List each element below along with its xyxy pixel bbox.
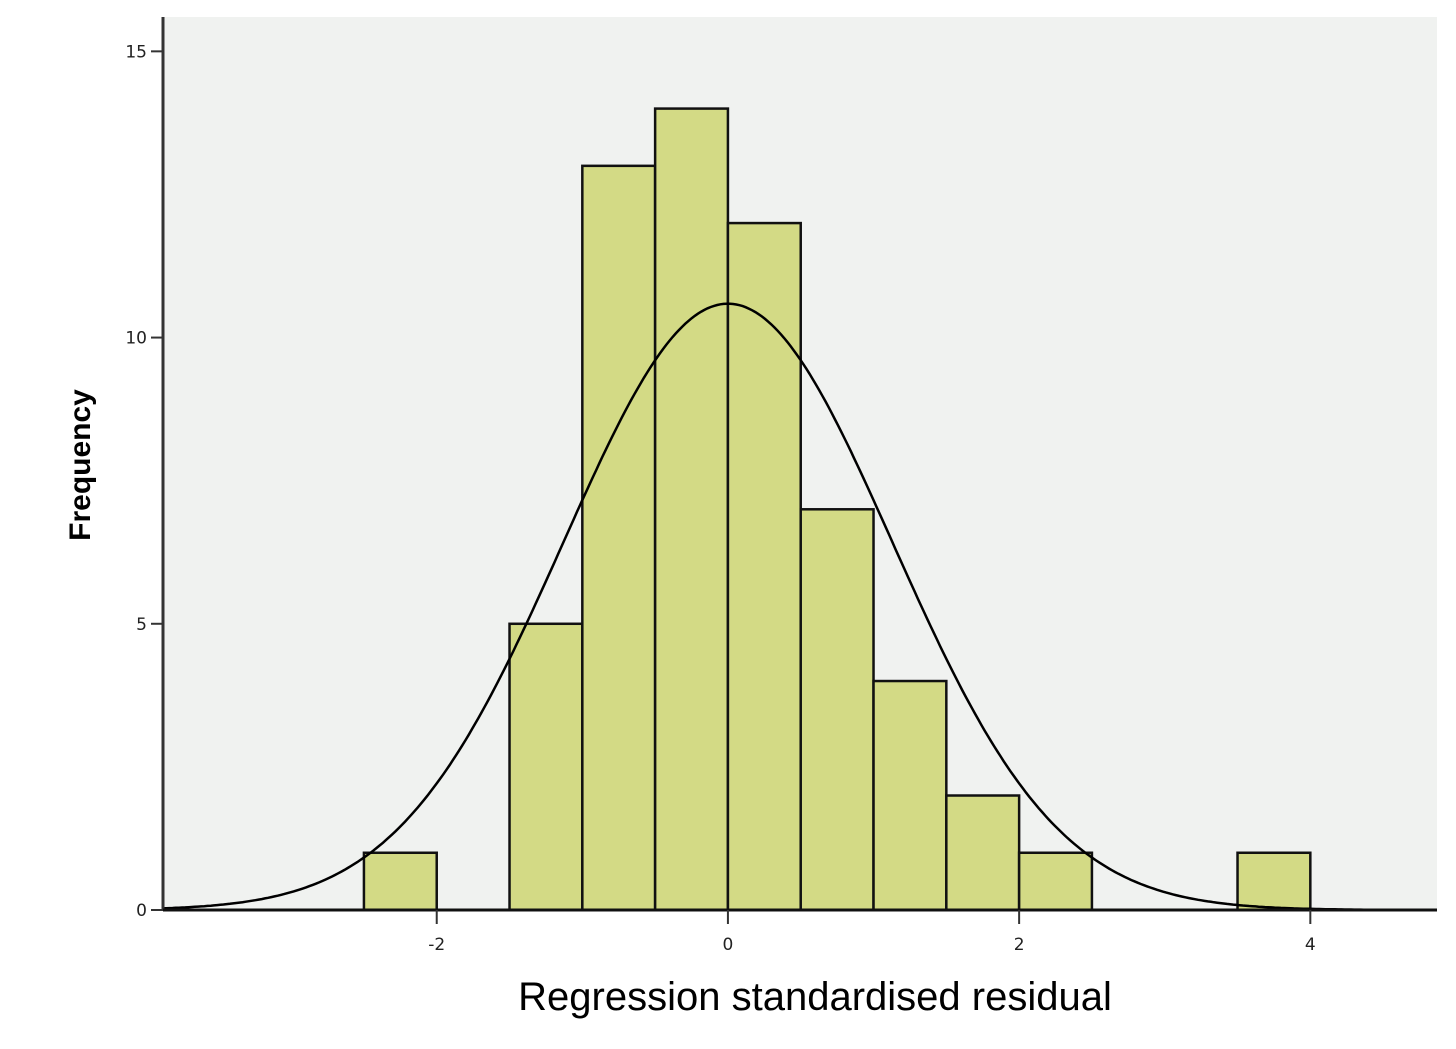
- histogram-bar: [362, 851, 438, 912]
- histogram-bar: [1017, 851, 1094, 912]
- x-tick-label: 0: [723, 935, 734, 955]
- y-axis-label: Frequency: [64, 389, 97, 541]
- histogram-bar: [945, 794, 1021, 912]
- histogram-bar: [508, 622, 584, 912]
- y-tick-label: 0: [136, 901, 147, 921]
- x-tick-label: 4: [1305, 935, 1316, 955]
- y-tick-label: 15: [125, 42, 147, 62]
- bars-group: [362, 107, 1312, 912]
- histogram-bar: [1236, 851, 1312, 912]
- ticks-group: 0 5 10 15 -2 0 2 4: [125, 42, 1315, 955]
- histogram-bar: [726, 221, 802, 912]
- histogram-bar: [581, 164, 657, 912]
- histogram-bar: [872, 679, 948, 912]
- x-tick-label: -2: [428, 935, 445, 955]
- histogram-bar: [653, 107, 730, 912]
- y-tick-label: 5: [136, 615, 147, 635]
- x-tick-label: 2: [1014, 935, 1025, 955]
- y-tick-label: 10: [125, 329, 147, 349]
- axes-group: [161, 17, 1437, 912]
- x-axis-label: Regression standardised residual: [518, 975, 1112, 1019]
- normal-curve: [162, 302, 1437, 912]
- histogram-bar: [799, 508, 875, 912]
